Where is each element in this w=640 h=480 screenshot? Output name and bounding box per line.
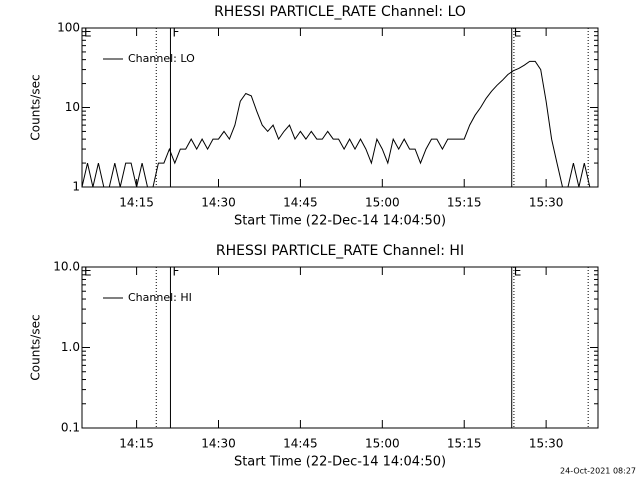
x-tick-label: 15:30 <box>529 196 564 210</box>
x-tick-label: 14:15 <box>119 196 154 210</box>
x-tick-label: 14:30 <box>201 437 236 451</box>
x-tick-label: 15:15 <box>447 196 482 210</box>
x-axis-label: Start Time (22-Dec-14 14:04:50) <box>234 455 446 470</box>
x-tick-label: 15:00 <box>365 196 400 210</box>
footer: 24-Oct-2021 08:27 <box>560 467 636 476</box>
chart-title: RHESSI PARTICLE_RATE Channel: HI <box>216 243 464 259</box>
flag-label: E <box>84 26 92 40</box>
legend-label: Channel: HI <box>128 291 192 304</box>
chart-title: RHESSI PARTICLE_RATE Channel: LO <box>214 4 466 20</box>
x-tick-label: 14:45 <box>283 196 318 210</box>
x-tick-label: 14:15 <box>119 437 154 451</box>
x-tick-label: 14:45 <box>283 437 318 451</box>
y-axis-label: Counts/sec <box>29 74 43 140</box>
legend-label: Channel: LO <box>128 52 195 65</box>
x-tick-label: 15:00 <box>365 437 400 451</box>
flag-label: E <box>84 265 92 279</box>
y-tick-label: 1.0 <box>61 340 80 354</box>
x-tick-label: 15:15 <box>447 437 482 451</box>
flag-label: F <box>172 265 179 279</box>
y-tick-label: 100 <box>57 21 80 35</box>
flag-label: E <box>514 265 522 279</box>
y-tick-label: 1 <box>72 180 80 194</box>
x-tick-label: 15:30 <box>529 437 564 451</box>
y-tick-label: 10 <box>65 100 80 114</box>
flag-label: F <box>172 26 179 40</box>
y-tick-label: 10.0 <box>53 260 80 274</box>
x-axis-label: Start Time (22-Dec-14 14:04:50) <box>234 214 446 229</box>
y-axis-label: Counts/sec <box>29 314 43 380</box>
data-line <box>81 60 591 188</box>
flag-label: E <box>514 26 522 40</box>
y-tick-label: 0.1 <box>61 421 80 435</box>
x-tick-label: 14:30 <box>201 196 236 210</box>
